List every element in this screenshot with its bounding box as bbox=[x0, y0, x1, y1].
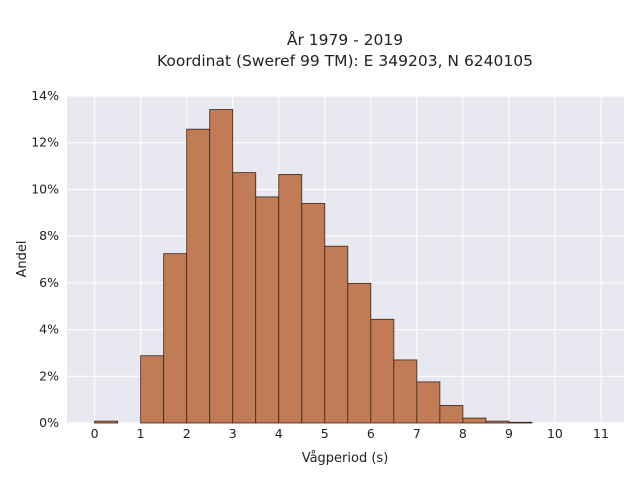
y-tick-label: 0% bbox=[39, 415, 59, 430]
y-tick-label: 8% bbox=[39, 228, 59, 243]
histogram-bar bbox=[209, 109, 234, 424]
histogram-bars bbox=[94, 109, 533, 424]
x-tick-label: 11 bbox=[593, 426, 609, 441]
y-axis-ticks: 0% 2% 4% 6% 8% 10% 12% 14% bbox=[31, 88, 59, 430]
histogram-bar bbox=[347, 282, 372, 424]
x-tick-label: 0 bbox=[91, 426, 99, 441]
x-tick-label: 7 bbox=[413, 426, 421, 441]
x-axis-ticks: 0 1 2 3 4 5 6 7 8 9 10 11 bbox=[91, 426, 609, 441]
x-tick-label: 1 bbox=[137, 426, 145, 441]
histogram-bar bbox=[462, 417, 487, 424]
x-tick-label: 3 bbox=[229, 426, 237, 441]
histogram-bar bbox=[232, 172, 257, 424]
histogram-bar bbox=[508, 421, 533, 424]
y-tick-label: 14% bbox=[31, 88, 59, 103]
histogram-bar bbox=[163, 253, 188, 424]
histogram-bar bbox=[393, 359, 418, 424]
y-tick-label: 4% bbox=[39, 322, 59, 337]
x-tick-label: 10 bbox=[547, 426, 563, 441]
chart-title-line-2: Koordinat (Sweref 99 TM): E 349203, N 62… bbox=[157, 52, 533, 70]
histogram-bar bbox=[94, 420, 119, 424]
x-tick-label: 6 bbox=[367, 426, 375, 441]
x-tick-label: 5 bbox=[321, 426, 329, 441]
histogram-bar bbox=[301, 203, 326, 424]
y-tick-label: 10% bbox=[31, 181, 59, 196]
y-tick-label: 12% bbox=[31, 135, 59, 150]
x-tick-label: 4 bbox=[275, 426, 283, 441]
histogram-bar bbox=[485, 420, 510, 424]
x-tick-label: 8 bbox=[459, 426, 467, 441]
histogram-bar bbox=[324, 245, 349, 424]
chart-title-line-1: År 1979 - 2019 bbox=[287, 30, 403, 49]
histogram-bar bbox=[278, 174, 303, 424]
y-axis-label: Andel bbox=[15, 241, 30, 278]
histogram-bar bbox=[186, 128, 211, 424]
histogram-bar bbox=[140, 355, 165, 424]
histogram-bar bbox=[370, 318, 395, 424]
y-tick-label: 6% bbox=[39, 275, 59, 290]
x-axis-label: Vågperiod (s) bbox=[302, 451, 389, 466]
x-tick-label: 9 bbox=[505, 426, 513, 441]
y-tick-label: 2% bbox=[39, 368, 59, 383]
histogram-bar bbox=[416, 381, 441, 424]
histogram-bar bbox=[439, 405, 464, 424]
x-tick-label: 2 bbox=[183, 426, 191, 441]
histogram-bar bbox=[255, 196, 280, 424]
